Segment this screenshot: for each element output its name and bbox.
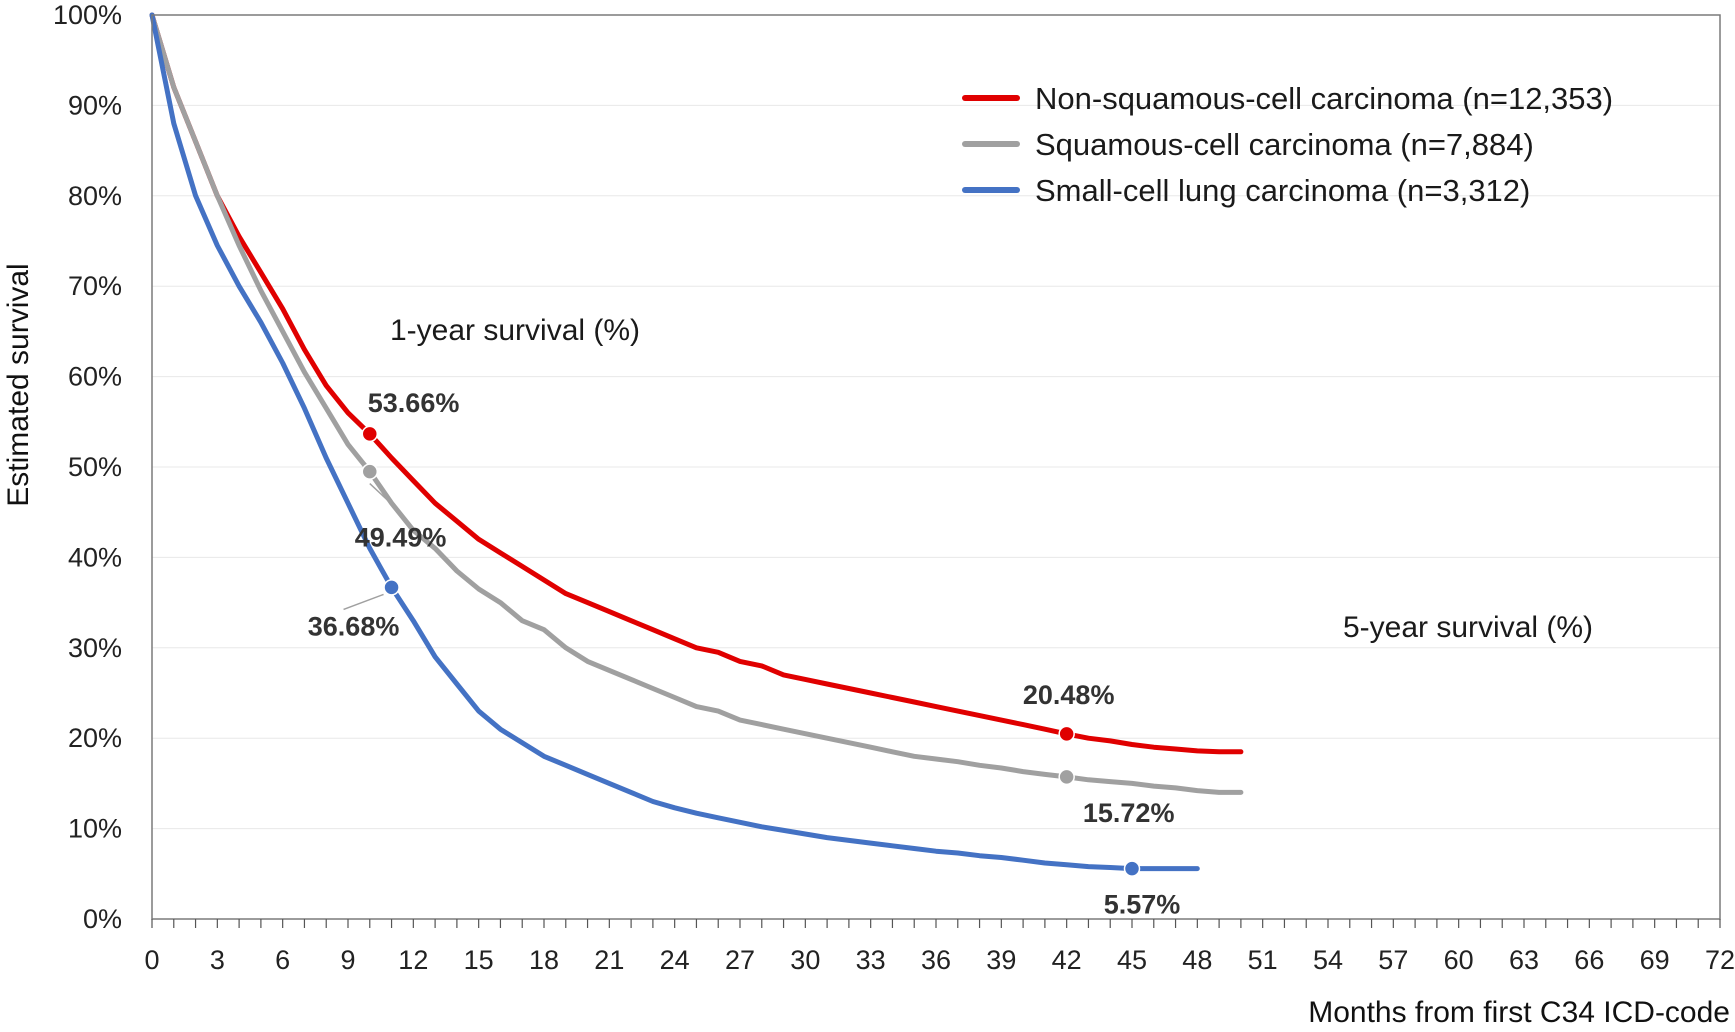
annotation-marker-0-1 (1058, 725, 1075, 743)
x-tick-label-72: 72 (1705, 945, 1735, 975)
y-tick-label-30: 30% (68, 633, 122, 663)
annotation-label-1-0: 49.49% (355, 523, 447, 553)
series-line-2 (149, 12, 1200, 872)
y-axis-title: Estimated survival (2, 263, 35, 506)
y-tick-label-20: 20% (68, 723, 122, 753)
x-tick-label-63: 63 (1509, 945, 1539, 975)
y-tick-label-70: 70% (68, 271, 122, 301)
leader-line-1-0 (369, 483, 401, 513)
annotation-marker-2-1 (1123, 860, 1141, 877)
legend-label-1: Squamous-cell carcinoma (n=7,884) (1035, 127, 1534, 162)
x-tick-label-57: 57 (1378, 945, 1408, 975)
x-tick-label-30: 30 (790, 945, 820, 975)
x-axis-title: Months from first C34 ICD-code (1308, 996, 1730, 1029)
y-tick-label-100: 100% (53, 0, 122, 30)
y-tick-label-80: 80% (68, 181, 122, 211)
annotation-label-0-0: 53.66% (368, 388, 460, 418)
x-tick-label-33: 33 (856, 945, 886, 975)
grid (152, 104, 1720, 830)
legend: Non-squamous-cell carcinoma (n=12,353) Sq… (962, 81, 1613, 208)
x-tick-label-42: 42 (1052, 945, 1082, 975)
y-tick-label-50: 50% (68, 452, 122, 482)
y-tick-label-90: 90% (68, 90, 122, 120)
legend-label-0: Non-squamous-cell carcinoma (n=12,353) (1035, 81, 1613, 116)
x-tick-label-36: 36 (921, 945, 951, 975)
x-tick-label-24: 24 (660, 945, 690, 975)
x-tick-label-12: 12 (398, 945, 428, 975)
x-tick-label-27: 27 (725, 945, 755, 975)
x-tick-label-3: 3 (210, 945, 225, 975)
annotation-label-0-1: 20.48% (1023, 680, 1115, 710)
annotation-marker-0-0 (361, 425, 379, 443)
five-year-survival-title: 5-year survival (%) (1343, 611, 1593, 644)
annotation-marker-2-0 (383, 579, 400, 596)
x-tick-label-66: 66 (1574, 945, 1604, 975)
x-tick-label-18: 18 (529, 945, 559, 975)
annotation-label-2-0: 36.68% (308, 611, 400, 641)
y-tick-label-0: 0% (83, 904, 122, 934)
annotation-marker-1-1 (1058, 768, 1075, 786)
axes: 0%10%20%30%40%50%60%70%80%90%100%0 3 6 9 12 1… (53, 0, 1735, 975)
legend-label-2: Small-cell lung carcinoma (n=3,312) (1035, 173, 1530, 208)
x-tick-label-39: 39 (986, 945, 1016, 975)
x-tick-label-51: 51 (1248, 945, 1278, 975)
x-tick-label-54: 54 (1313, 945, 1343, 975)
y-tick-label-40: 40% (68, 542, 122, 572)
x-tick-label-0: 0 (144, 945, 159, 975)
x-tick-label-48: 48 (1182, 945, 1212, 975)
x-tick-label-15: 15 (464, 945, 494, 975)
x-tick-label-45: 45 (1117, 945, 1147, 975)
x-tick-label-21: 21 (594, 945, 624, 975)
annotation-marker-1-0 (361, 463, 379, 480)
labels-layer: 53.66% 20.48% 49.49% 15.72% 36.68% 5.57% (308, 388, 1181, 920)
y-tick-label-10: 10% (68, 814, 122, 844)
x-tick-label-9: 9 (340, 945, 355, 975)
one-year-survival-title: 1-year survival (%) (390, 314, 640, 347)
annotation-label-2-1: 5.57% (1104, 890, 1181, 920)
y-tick-label-60: 60% (68, 362, 122, 392)
leader-line-2-0 (343, 593, 384, 611)
x-tick-label-6: 6 (275, 945, 290, 975)
x-tick-label-69: 69 (1640, 945, 1670, 975)
annotation-label-1-1: 15.72% (1083, 798, 1175, 828)
x-tick-label-60: 60 (1444, 945, 1474, 975)
